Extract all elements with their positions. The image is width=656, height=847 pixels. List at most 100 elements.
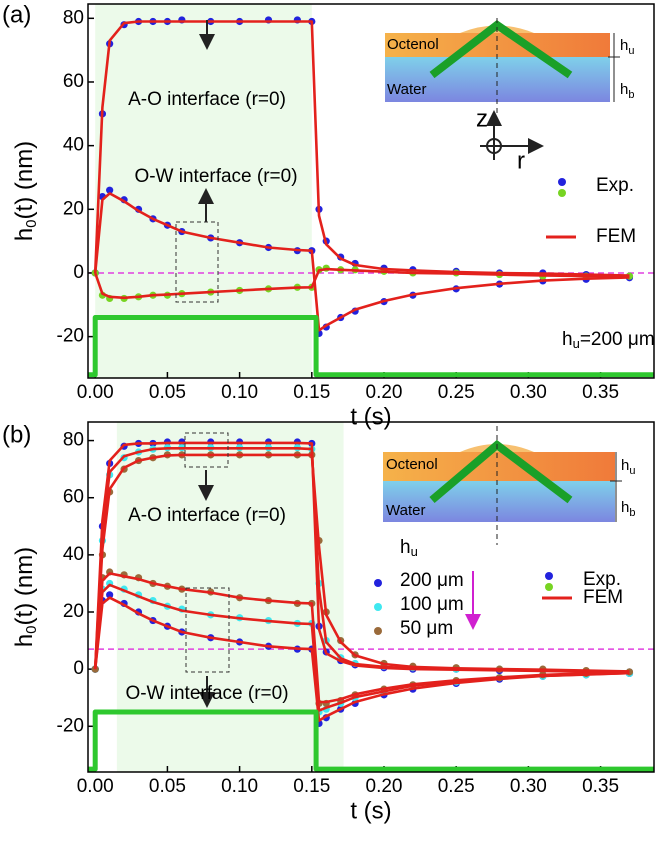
x-tick-label: 0.30 bbox=[510, 382, 547, 403]
h: h bbox=[400, 537, 411, 558]
legend-marker bbox=[374, 579, 382, 587]
legend-marker bbox=[558, 178, 566, 186]
inset-label: hb bbox=[621, 499, 635, 519]
y-label-main: h bbox=[11, 228, 38, 241]
y-tick-label: 20 bbox=[63, 198, 84, 219]
legend-marker bbox=[558, 189, 566, 197]
h: h bbox=[621, 457, 629, 474]
legend-label: Exp. bbox=[596, 175, 634, 196]
y-tick-label: -20 bbox=[57, 326, 84, 347]
h: h bbox=[620, 81, 628, 98]
legend-marker bbox=[374, 627, 382, 635]
y-tick-label: 80 bbox=[63, 430, 84, 451]
y-label-rest: (t) (nm) bbox=[11, 141, 38, 220]
legend-label: 200 μm bbox=[400, 570, 464, 591]
legend-marker bbox=[374, 603, 382, 611]
y-tick-label: 40 bbox=[63, 544, 84, 565]
x-tick-label: 0.10 bbox=[221, 776, 258, 797]
x-tick-label: 0.10 bbox=[221, 382, 258, 403]
legend-label: Exp. bbox=[583, 569, 621, 590]
sub: u bbox=[411, 544, 418, 559]
data-point bbox=[106, 186, 114, 194]
zoom-box bbox=[175, 221, 219, 303]
annotation: A-O interface (r=0) bbox=[128, 89, 286, 110]
legend-label: 50 μm bbox=[400, 618, 453, 639]
fem-line bbox=[93, 267, 630, 300]
x-tick-label: 0.20 bbox=[366, 776, 403, 797]
annotation: O-W interface (r=0) bbox=[125, 683, 288, 704]
sub: b bbox=[628, 89, 634, 101]
legend-title: hu bbox=[400, 537, 418, 559]
x-axis-label: t (s) bbox=[350, 403, 391, 430]
x-tick-label: 0.35 bbox=[582, 776, 619, 797]
legend-label: FEM bbox=[596, 226, 636, 247]
x-tick-label: 0.00 bbox=[77, 776, 114, 797]
h: h bbox=[621, 499, 629, 516]
plot-frame bbox=[87, 421, 655, 773]
plot-layers: -20 0 20 40 60 80 0.00 0.05 0.10 0.15 0.20 0.25 0.30… bbox=[11, 3, 655, 824]
fem-line bbox=[93, 572, 630, 704]
x-tick-label: 0.25 bbox=[438, 776, 475, 797]
y-label-rest: (t) (nm) bbox=[11, 547, 38, 626]
legend-marker bbox=[545, 572, 553, 580]
inset-label: Water bbox=[387, 81, 426, 98]
x-tick-label: 0.15 bbox=[293, 382, 330, 403]
sub: b bbox=[629, 507, 635, 519]
zoom-box bbox=[184, 432, 229, 468]
panel-label: (b) bbox=[2, 421, 31, 448]
y-tick-label: 60 bbox=[63, 487, 84, 508]
y-tick-label: 0 bbox=[73, 262, 84, 283]
x-tick-label: 0.05 bbox=[149, 382, 186, 403]
annotation: O-W interface (r=0) bbox=[134, 166, 297, 187]
y-tick-label: 60 bbox=[63, 71, 84, 92]
water-layer bbox=[383, 481, 615, 522]
h: h bbox=[620, 37, 628, 54]
shaded-region bbox=[95, 4, 312, 378]
fem-line bbox=[93, 192, 630, 332]
sub: u bbox=[628, 45, 634, 57]
octenol-layer bbox=[383, 452, 615, 481]
inset-a: Octenol Water hu hb z r bbox=[175, 18, 634, 303]
pulse-line bbox=[88, 709, 654, 772]
inset-label: hu bbox=[620, 37, 634, 57]
inset-label: Octenol bbox=[387, 36, 439, 53]
sub: u bbox=[629, 465, 635, 477]
y-label-sub: 0 bbox=[23, 625, 40, 633]
inset-label: z bbox=[476, 105, 488, 132]
inset-label: hb bbox=[620, 81, 634, 101]
data-point bbox=[106, 591, 114, 599]
plot-frame bbox=[87, 3, 655, 379]
inset-label: Water bbox=[386, 502, 425, 519]
x-tick-label: 0.20 bbox=[366, 382, 403, 403]
x-tick-label: 0.25 bbox=[438, 382, 475, 403]
sub: u bbox=[573, 336, 580, 351]
note-rest: =200 μm bbox=[580, 329, 655, 350]
h: h bbox=[562, 329, 573, 350]
labels: (a) A-O interface (r=0) O-W interface (r… bbox=[2, 1, 655, 704]
y-tick-label: 0 bbox=[73, 658, 84, 679]
y-label-sub: 0 bbox=[23, 219, 40, 227]
x-tick-label: 0.05 bbox=[149, 776, 186, 797]
y-tick-label: 20 bbox=[63, 601, 84, 622]
inset-b: Octenol Water hu hb bbox=[184, 426, 635, 708]
y-tick-label: -20 bbox=[57, 715, 84, 736]
y-tick-label: 80 bbox=[63, 7, 84, 28]
inset-label: r bbox=[517, 147, 525, 174]
y-axis-label: h0(t) (nm) bbox=[11, 141, 40, 241]
y-axis-label: h0(t) (nm) bbox=[11, 547, 40, 647]
legend-marker bbox=[545, 583, 553, 591]
y-label-main: h bbox=[11, 634, 38, 647]
inset-label: hu bbox=[621, 457, 635, 477]
x-axis-label: t (s) bbox=[350, 797, 391, 824]
x-tick-label: 0.15 bbox=[293, 776, 330, 797]
data-point bbox=[91, 665, 99, 673]
x-tick-label: 0.30 bbox=[510, 776, 547, 797]
fem-line bbox=[93, 453, 630, 673]
annotation: A-O interface (r=0) bbox=[128, 505, 286, 526]
fem-line bbox=[93, 20, 630, 277]
panel-label: (a) bbox=[2, 1, 31, 28]
inset-label: Octenol bbox=[386, 456, 438, 473]
note: hu=200 μm bbox=[562, 329, 655, 351]
